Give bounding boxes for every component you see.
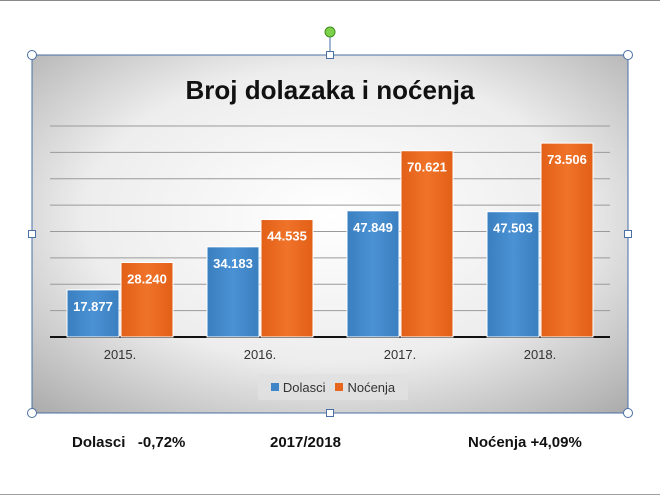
caption-period: 2017/2018 <box>270 434 341 451</box>
data-label-dolasci-2016: 34.183 <box>213 256 253 271</box>
data-label-dolasci-2018: 47.503 <box>493 221 533 236</box>
window-top-border <box>0 0 660 1</box>
chart-legend: Dolasci Noćenja <box>258 374 408 400</box>
rotate-handle[interactable] <box>324 26 336 38</box>
data-label-nocenja-2016: 44.535 <box>267 229 307 244</box>
legend-item-dolasci: Dolasci <box>270 379 326 395</box>
bar-dolasci-2018[interactable] <box>486 211 540 338</box>
bar-nocenja-2017[interactable] <box>400 150 454 338</box>
x-tick-label: 2016. <box>244 347 277 362</box>
bar-nocenja-2016[interactable] <box>260 219 314 338</box>
chart-title: Broj dolazaka i noćenja <box>186 75 476 105</box>
bar-nocenja-2015[interactable] <box>120 262 174 338</box>
resize-handle-bottom[interactable] <box>326 409 334 417</box>
x-tick-label: 2018. <box>524 347 557 362</box>
resize-handle-top[interactable] <box>326 51 334 59</box>
bar-dolasci-2016[interactable] <box>206 246 260 338</box>
legend-label-nocenja: Noćenja <box>347 379 396 395</box>
resize-handle-top-right[interactable] <box>623 50 633 60</box>
bar-dolasci-2017[interactable] <box>346 210 400 338</box>
x-tick-label: 2017. <box>384 347 417 362</box>
resize-handle-top-left[interactable] <box>27 50 37 60</box>
x-tick-label: 2015. <box>104 347 137 362</box>
legend-item-nocenja: Noćenja <box>335 380 395 395</box>
resize-handle-right[interactable] <box>624 230 632 238</box>
data-label-nocenja-2015: 28.240 <box>127 272 167 287</box>
legend-swatch-nocenja <box>335 383 344 391</box>
data-label-nocenja-2018: 73.506 <box>547 152 587 167</box>
window-bottom-border <box>0 494 660 495</box>
resize-handle-bottom-right[interactable] <box>623 408 633 418</box>
resize-handle-bottom-left[interactable] <box>27 408 37 418</box>
data-label-nocenja-2017: 70.621 <box>407 160 447 175</box>
resize-handle-left[interactable] <box>28 230 36 238</box>
legend-swatch-dolasci <box>270 383 279 391</box>
bar-nocenja-2018[interactable] <box>540 142 594 338</box>
data-label-dolasci-2017: 47.849 <box>353 220 393 235</box>
bar-dolasci-2015[interactable] <box>66 289 120 338</box>
caption-nocenja-change: Noćenja +4,09% <box>468 434 582 451</box>
caption-dolasci-change: Dolasci -0,72% <box>72 434 186 451</box>
legend-label-dolasci: Dolasci <box>282 379 326 395</box>
data-label-dolasci-2015: 17.877 <box>73 299 113 314</box>
